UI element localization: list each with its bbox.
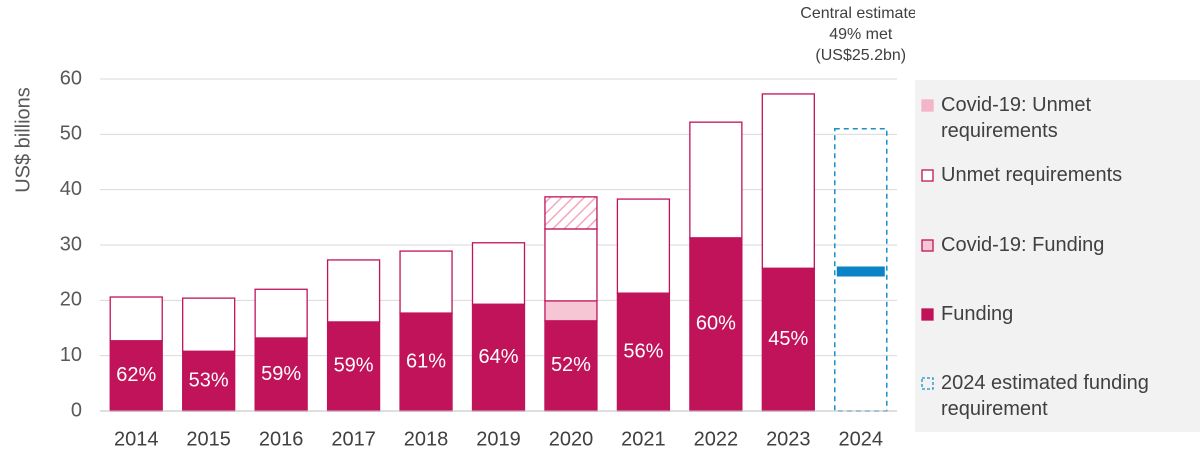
y-tick-label: 40 [60, 178, 82, 200]
x-tick-label: 2015 [186, 428, 231, 450]
legend-swatch-box [921, 169, 934, 182]
bar-segment [544, 228, 598, 302]
data-label: 52% [551, 354, 591, 376]
bar-segment [326, 259, 381, 323]
bar-segment [399, 250, 453, 314]
annotation: 49% met [829, 26, 893, 43]
bar-segment [471, 242, 526, 305]
x-tick-label: 2021 [621, 428, 666, 450]
y-tick-label: 10 [60, 344, 82, 366]
bar-segment [109, 296, 163, 342]
data-label: 64% [478, 346, 518, 368]
legend-label: Covid-19: Unmet requirements [941, 94, 1092, 142]
data-label: 59% [261, 363, 301, 385]
bar-segment [689, 121, 743, 239]
y-tick-label: 50 [60, 123, 82, 145]
bar-segment [544, 300, 598, 322]
x-tick-label: 2018 [404, 428, 449, 450]
y-tick-label: 0 [71, 399, 82, 421]
bar-segment [182, 350, 236, 412]
legend-swatch [921, 239, 934, 252]
legend-swatch [921, 308, 934, 321]
y-tick-label: 60 [60, 67, 82, 89]
bar-segment [326, 321, 381, 412]
x-tick-label: 2017 [331, 428, 376, 450]
y-tick-label: 30 [60, 233, 82, 255]
legend-swatch-box [921, 377, 934, 390]
data-label: 53% [189, 369, 229, 391]
legend: Covid-19: Unmet requirements Unmet requir… [915, 80, 1200, 432]
x-tick-label: 2022 [694, 428, 739, 450]
legend-swatch-box [921, 308, 934, 321]
data-label: 60% [696, 313, 736, 335]
x-tick-label: 2024 [839, 428, 884, 450]
bar-segment [761, 267, 815, 412]
x-tick-label: 2016 [259, 428, 304, 450]
legend-swatch-box [921, 99, 934, 112]
legend-swatch [921, 377, 934, 390]
bar-segment [616, 292, 671, 412]
legend-label: Covid-19: Funding [941, 234, 1105, 256]
legend-entry: Unmet requirements [921, 162, 1191, 188]
data-label: 62% [116, 364, 156, 386]
legend-label: 2024 estimated funding requirement [941, 372, 1149, 420]
legend-entry: Funding [921, 301, 1191, 327]
legend-swatch [921, 99, 934, 112]
y-tick-label: 20 [60, 289, 82, 311]
x-tick-label: 2019 [476, 428, 521, 450]
bar-segment [761, 93, 815, 269]
legend-label: Unmet requirements [941, 164, 1123, 186]
bar-segment [182, 297, 236, 352]
bar-segment [399, 312, 453, 412]
data-label: 59% [334, 355, 374, 377]
legend-entry: Covid-19: Unmet requirements [921, 92, 1191, 144]
chart: US$ billions 0 10 20 30 40 50 60 2014 62% 2015 53%… [12, 5, 921, 450]
data-label: 45% [768, 328, 808, 350]
legend-entry: Covid-19: Funding [921, 232, 1191, 258]
bar-segment [254, 337, 308, 412]
bar-segment [544, 320, 598, 412]
bar-segment [254, 288, 308, 339]
y-axis-title: US$ billions [12, 87, 34, 193]
bar-segment [471, 303, 526, 412]
x-tick-label: 2023 [766, 428, 811, 450]
annotation: (US$25.2bn) [815, 47, 906, 64]
x-tick-label: 2014 [114, 428, 159, 450]
bar-segment [616, 198, 671, 294]
legend-entry: 2024 estimated funding requirement [921, 370, 1191, 422]
annotation: Central estimate: [800, 5, 915, 22]
legend-label: Funding [941, 303, 1014, 325]
x-tick-label: 2020 [549, 428, 594, 450]
legend-swatch [921, 169, 934, 182]
bar-segment [544, 196, 598, 230]
data-label: 56% [623, 340, 663, 362]
data-label: 61% [406, 350, 446, 372]
legend-swatch-box [921, 239, 934, 252]
